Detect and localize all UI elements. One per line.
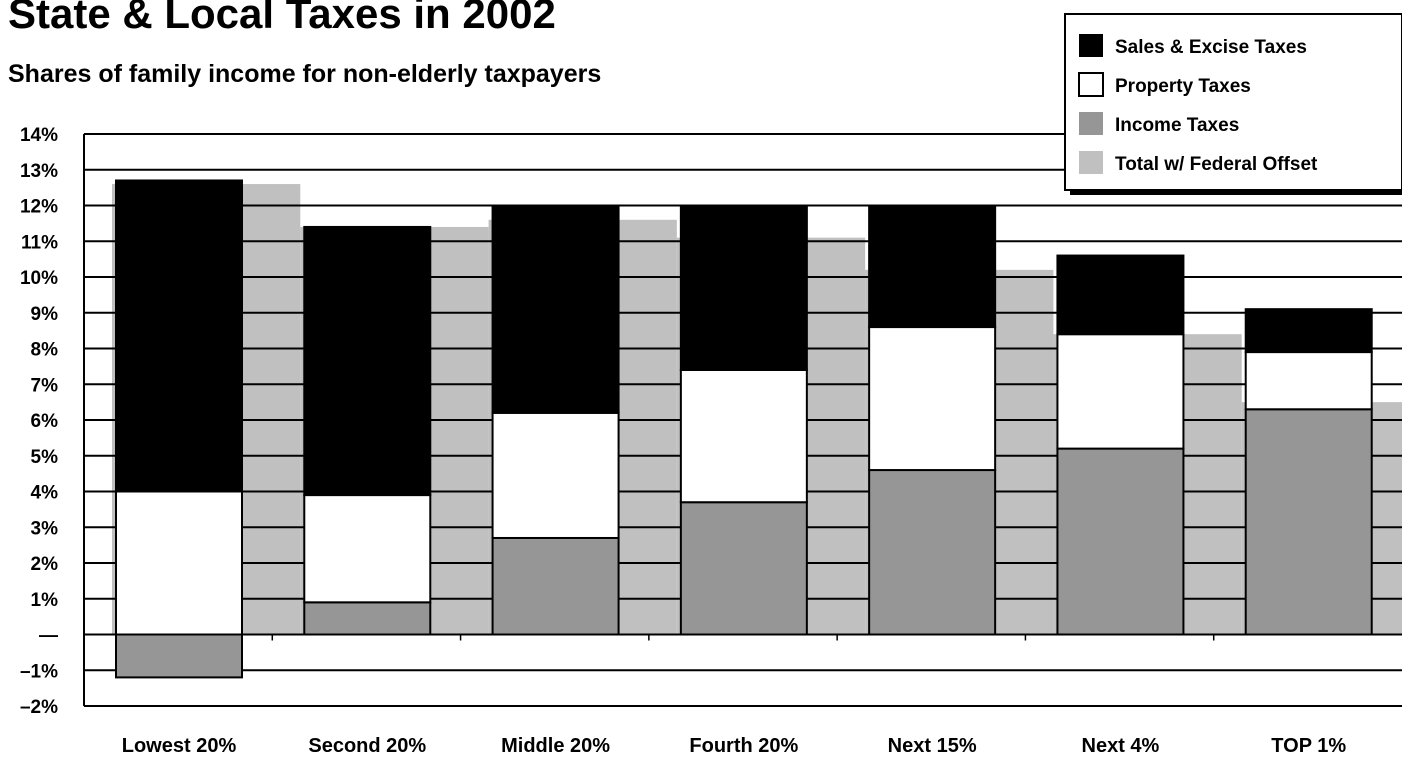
bar-property-taxes-3 — [491, 411, 620, 539]
y-tick-label: 8% — [31, 340, 59, 361]
y-tick-label: 7% — [31, 375, 59, 396]
y-tick-label: 4% — [31, 483, 59, 504]
bar-sales-excise-taxes-6 — [1056, 254, 1185, 336]
y-tick-label: 14% — [20, 125, 58, 146]
bar-income-taxes-1 — [115, 633, 243, 679]
y-tick-label: 9% — [31, 304, 59, 325]
bar-property-taxes-7 — [1244, 351, 1373, 411]
bar-sales-excise-taxes-3 — [491, 204, 620, 414]
legend-label-property-taxes: Property Taxes — [1115, 76, 1251, 97]
bar-property-taxes-5 — [868, 326, 997, 472]
bar-income-taxes-3 — [491, 536, 620, 636]
bar-sales-excise-taxes-2 — [303, 225, 432, 497]
bar-income-taxes-4 — [679, 501, 808, 636]
legend-label-income-taxes: Income Taxes — [1115, 115, 1239, 136]
y-tick-label: — — [39, 626, 58, 647]
bar-property-taxes-4 — [679, 368, 808, 504]
legend-swatch-total-w-federal-offset — [1079, 151, 1103, 174]
bar-income-taxes-7 — [1244, 408, 1373, 636]
x-category-label: Lowest 20% — [122, 735, 237, 757]
bar-income-taxes-2 — [303, 601, 432, 636]
y-tick-label: 10% — [20, 268, 58, 289]
bar-income-taxes-6 — [1056, 447, 1185, 636]
bar-property-taxes-6 — [1056, 333, 1185, 450]
legend: Sales & Excise Taxes Property Taxes Income… — [1064, 13, 1402, 195]
x-category-label: TOP 1% — [1271, 735, 1346, 757]
legend-label-total-w-federal-offset: Total w/ Federal Offset — [1115, 154, 1318, 175]
x-category-label: Middle 20% — [501, 735, 610, 757]
bar-sales-excise-taxes-4 — [679, 204, 808, 371]
y-tick-label: 5% — [31, 447, 59, 468]
bar-sales-excise-taxes-5 — [868, 204, 997, 329]
legend-swatch-property-taxes — [1078, 72, 1104, 97]
y-tick-label: 2% — [31, 554, 59, 575]
y-tick-label: 11% — [21, 232, 58, 253]
bar-income-taxes-5 — [868, 469, 997, 636]
bar-sales-excise-taxes-1 — [115, 179, 243, 493]
y-tick-label: –1% — [20, 661, 58, 682]
bar-property-taxes-1 — [115, 490, 243, 636]
y-tick-label: 3% — [31, 518, 59, 539]
bar-sales-excise-taxes-7 — [1244, 308, 1373, 354]
y-tick-label: 1% — [31, 590, 59, 611]
y-tick-label: 6% — [31, 411, 59, 432]
y-tick-label: 12% — [20, 197, 58, 218]
legend-swatch-income-taxes — [1079, 112, 1103, 135]
legend-box — [1064, 13, 1402, 191]
legend-label-sales-excise-taxes: Sales & Excise Taxes — [1115, 37, 1307, 58]
y-tick-label: –2% — [20, 697, 58, 718]
chart-title: State & Local Taxes in 2002 — [8, 0, 556, 37]
x-category-label: Next 15% — [888, 735, 977, 757]
chart-subtitle: Shares of family income for non-elderly … — [8, 60, 601, 88]
y-tick-label: 13% — [20, 161, 58, 182]
bar-property-taxes-2 — [303, 494, 432, 604]
plot-area: –2% –1% — 1% 2% 3% 4% 5% 6% 7% 8% 9% 10% 11% 12% 13% 14%… — [20, 125, 1402, 757]
legend-swatch-sales-excise-taxes — [1079, 34, 1103, 57]
x-category-label: Second 20% — [308, 735, 426, 757]
x-category-label: Fourth 20% — [689, 735, 798, 757]
x-category-label: Next 4% — [1082, 735, 1160, 757]
